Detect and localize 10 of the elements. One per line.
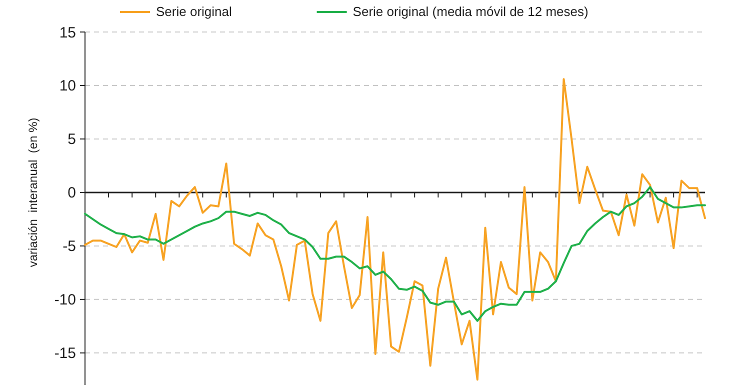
y-tick-label: 0 bbox=[68, 184, 76, 202]
y-tick-label: -5 bbox=[62, 238, 76, 256]
y-tick-label: 5 bbox=[68, 131, 76, 148]
legend-label: Serie original (media móvil de 12 meses) bbox=[352, 4, 588, 19]
y-axis-title: variación interanual (en %) bbox=[26, 118, 40, 268]
legend-label: Serie original bbox=[156, 4, 232, 19]
y-tick-label: -15 bbox=[54, 345, 76, 362]
y-tick-label: 15 bbox=[59, 24, 76, 42]
y-tick-label: -10 bbox=[54, 292, 76, 309]
y-tick-label: 10 bbox=[59, 78, 76, 95]
